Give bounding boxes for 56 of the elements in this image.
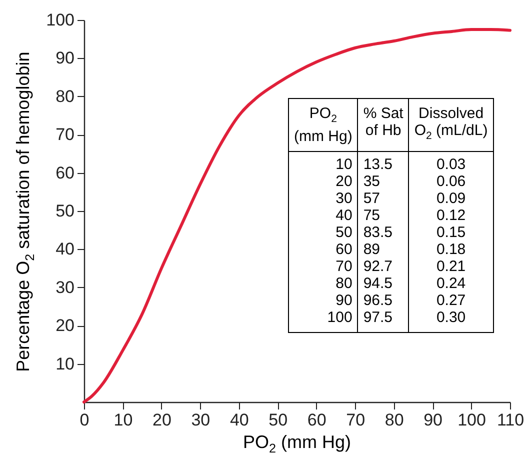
x-tick-label: 110 [496,410,524,430]
x-tick-label: 20 [152,410,172,430]
annotation: PO$_{2}$ (mm Hg) [288,98,358,152]
annotation: 57 [358,190,409,207]
annotation: 0.15 [408,224,494,241]
annotation: 50 [288,224,358,241]
y-tick-label: 100 [46,10,74,30]
annotation: 70 [288,258,358,275]
y-tick-label: 70 [56,125,74,144]
annotation: 92.7 [358,258,409,275]
annotation: 20 [288,173,358,190]
x-tick-label: 90 [424,410,443,430]
annotation: 40 [288,207,358,224]
annotation: 0.21 [408,258,494,275]
annotation: 89 [358,241,409,258]
x-tick-label: 60 [307,410,326,430]
annotation: 80 [288,275,358,292]
y-tick-label: 40 [56,240,74,259]
annotation: 0.30 [408,309,494,332]
x-tick-label: 50 [268,410,288,430]
y-tick-label: 50 [56,202,74,220]
annotation: 94.5 [358,275,409,292]
x-tick-label: 40 [230,410,249,430]
annotation: 10 [288,152,358,173]
annotation: 0.18 [408,241,494,258]
annotation: 0.03 [408,152,494,173]
annotation: 100 [288,309,358,332]
annotation: 35 [358,173,409,190]
annotation: 83.5 [358,224,409,241]
y-tick-label: 60 [56,163,74,182]
y-tick-label: 90 [56,48,74,68]
annotation: 60 [288,241,358,258]
y-tick-label: 20 [56,316,74,336]
annotation: 0.06 [408,173,494,190]
annotation: 0.27 [408,292,494,309]
x-axis-title: PO$_{2}$ (mm Hg) [242,432,352,456]
annotation: 13.5 [358,152,409,173]
annotation: 0.12 [408,207,494,224]
annotation: 0.09 [408,190,494,207]
y-tick-label: 80 [56,86,74,106]
y-tick-label: 10 [56,354,74,374]
y-tick-label: 30 [56,278,74,297]
annotation: % Sat of Hb [358,98,409,152]
x-tick-label: 10 [114,410,133,430]
annotation: 0.24 [408,275,494,292]
annotation: 75 [358,207,409,224]
x-tick-label: 100 [458,410,486,430]
annotation: 96.5 [358,292,409,309]
annotation: 90 [288,292,358,309]
x-tick-label: 0 [80,410,90,430]
annotation: Dissolved O$_{2}$ (mL/dL) [408,98,494,152]
x-tick-label: 30 [191,410,210,430]
x-tick-label: 80 [384,410,404,430]
annotation: 97.5 [358,309,409,332]
x-tick-label: 70 [346,410,366,430]
annotation: 30 [288,190,358,207]
